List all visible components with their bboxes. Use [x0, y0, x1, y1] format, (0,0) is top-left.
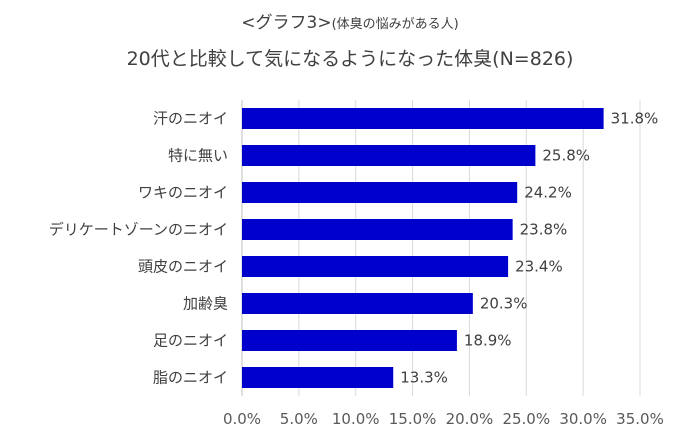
category-label: ワキのニオイ [138, 184, 228, 202]
category-label: 汗のニオイ [153, 110, 228, 128]
x-tick-label: 15.0% [389, 410, 437, 428]
data-label: 24.2% [524, 184, 572, 202]
data-label: 20.3% [480, 295, 528, 313]
bar [242, 256, 509, 277]
x-tick-label: 10.0% [332, 410, 380, 428]
x-tick-label: 0.0% [223, 410, 261, 428]
data-label: 23.8% [520, 221, 568, 239]
bar [242, 108, 604, 129]
x-tick-label: 35.0% [616, 410, 664, 428]
bar [242, 293, 473, 314]
chart-title-main: <グラフ3> [241, 13, 332, 33]
bar [242, 182, 518, 203]
category-label: 脂のニオイ [153, 369, 228, 387]
data-label: 23.4% [515, 258, 563, 276]
category-label: 足のニオイ [153, 332, 228, 350]
data-label: 13.3% [400, 369, 448, 387]
bar [242, 219, 513, 240]
chart-title-sub: (体臭の悩みがある人) [331, 17, 459, 32]
x-tick-label: 30.0% [559, 410, 607, 428]
x-tick-label: 20.0% [446, 410, 494, 428]
data-label: 25.8% [542, 147, 590, 165]
x-tick-label: 25.0% [502, 410, 550, 428]
chart-title-line1: <グラフ3>(体臭の悩みがある人) [0, 8, 700, 33]
category-label: 頭皮のニオイ [138, 258, 228, 276]
bar [242, 145, 536, 166]
bar [242, 330, 457, 351]
category-label: 加齢臭 [183, 295, 228, 313]
data-label: 18.9% [464, 332, 512, 350]
x-tick-label: 5.0% [280, 410, 318, 428]
bar [242, 367, 394, 388]
data-label: 31.8% [611, 110, 659, 128]
category-label: 特に無い [168, 147, 228, 165]
category-label: デリケートゾーンのニオイ [49, 221, 228, 239]
chart-title: 20代と比較して気になるようになった体臭(N=826) [126, 48, 574, 70]
